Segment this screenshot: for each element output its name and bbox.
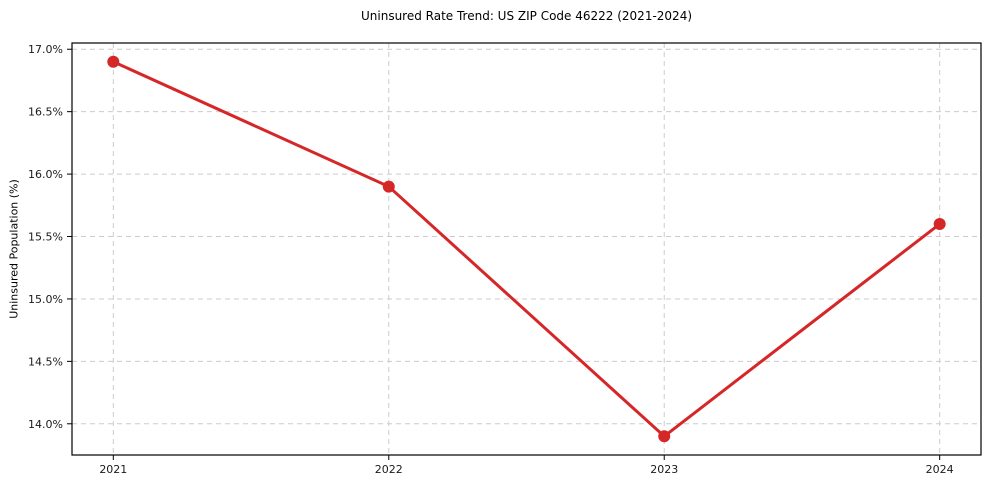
y-tick-label: 16.5% xyxy=(28,106,63,119)
y-tick-label: 14.5% xyxy=(28,355,63,368)
x-tick-label: 2021 xyxy=(99,463,127,476)
trend-line xyxy=(111,60,942,438)
y-tick-label: 15.5% xyxy=(28,231,63,244)
y-tick-label: 16.0% xyxy=(28,168,63,181)
data-point-2021 xyxy=(107,55,120,68)
chart-title: Uninsured Rate Trend: US ZIP Code 46222 … xyxy=(360,9,693,23)
data-point-2022 xyxy=(382,180,395,193)
y-tick-label: 14.0% xyxy=(28,418,63,431)
data-point-2023 xyxy=(658,430,671,443)
x-tick-label: 2023 xyxy=(650,463,678,476)
data-point-2024 xyxy=(933,218,946,231)
y-tick-label: 17.0% xyxy=(28,43,63,56)
x-tick-label: 2024 xyxy=(926,463,954,476)
plot-border xyxy=(71,42,982,456)
x-tick-label: 2022 xyxy=(375,463,403,476)
y-tick-label: 15.0% xyxy=(28,293,63,306)
